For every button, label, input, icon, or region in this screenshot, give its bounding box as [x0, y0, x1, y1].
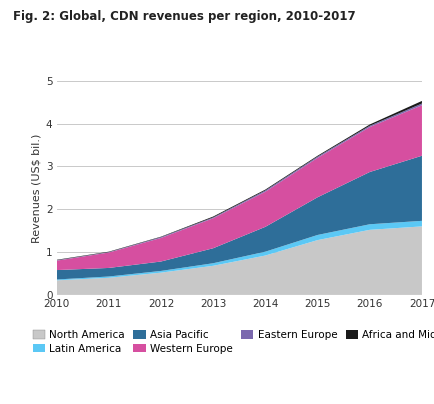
- Legend: North America, Latin America, Asia Pacific, Western Europe, Eastern Europe, Afri: North America, Latin America, Asia Pacif…: [33, 330, 434, 354]
- Y-axis label: Revenues (US$ bil.): Revenues (US$ bil.): [32, 133, 42, 242]
- Text: Fig. 2: Global, CDN revenues per region, 2010-2017: Fig. 2: Global, CDN revenues per region,…: [13, 10, 355, 23]
